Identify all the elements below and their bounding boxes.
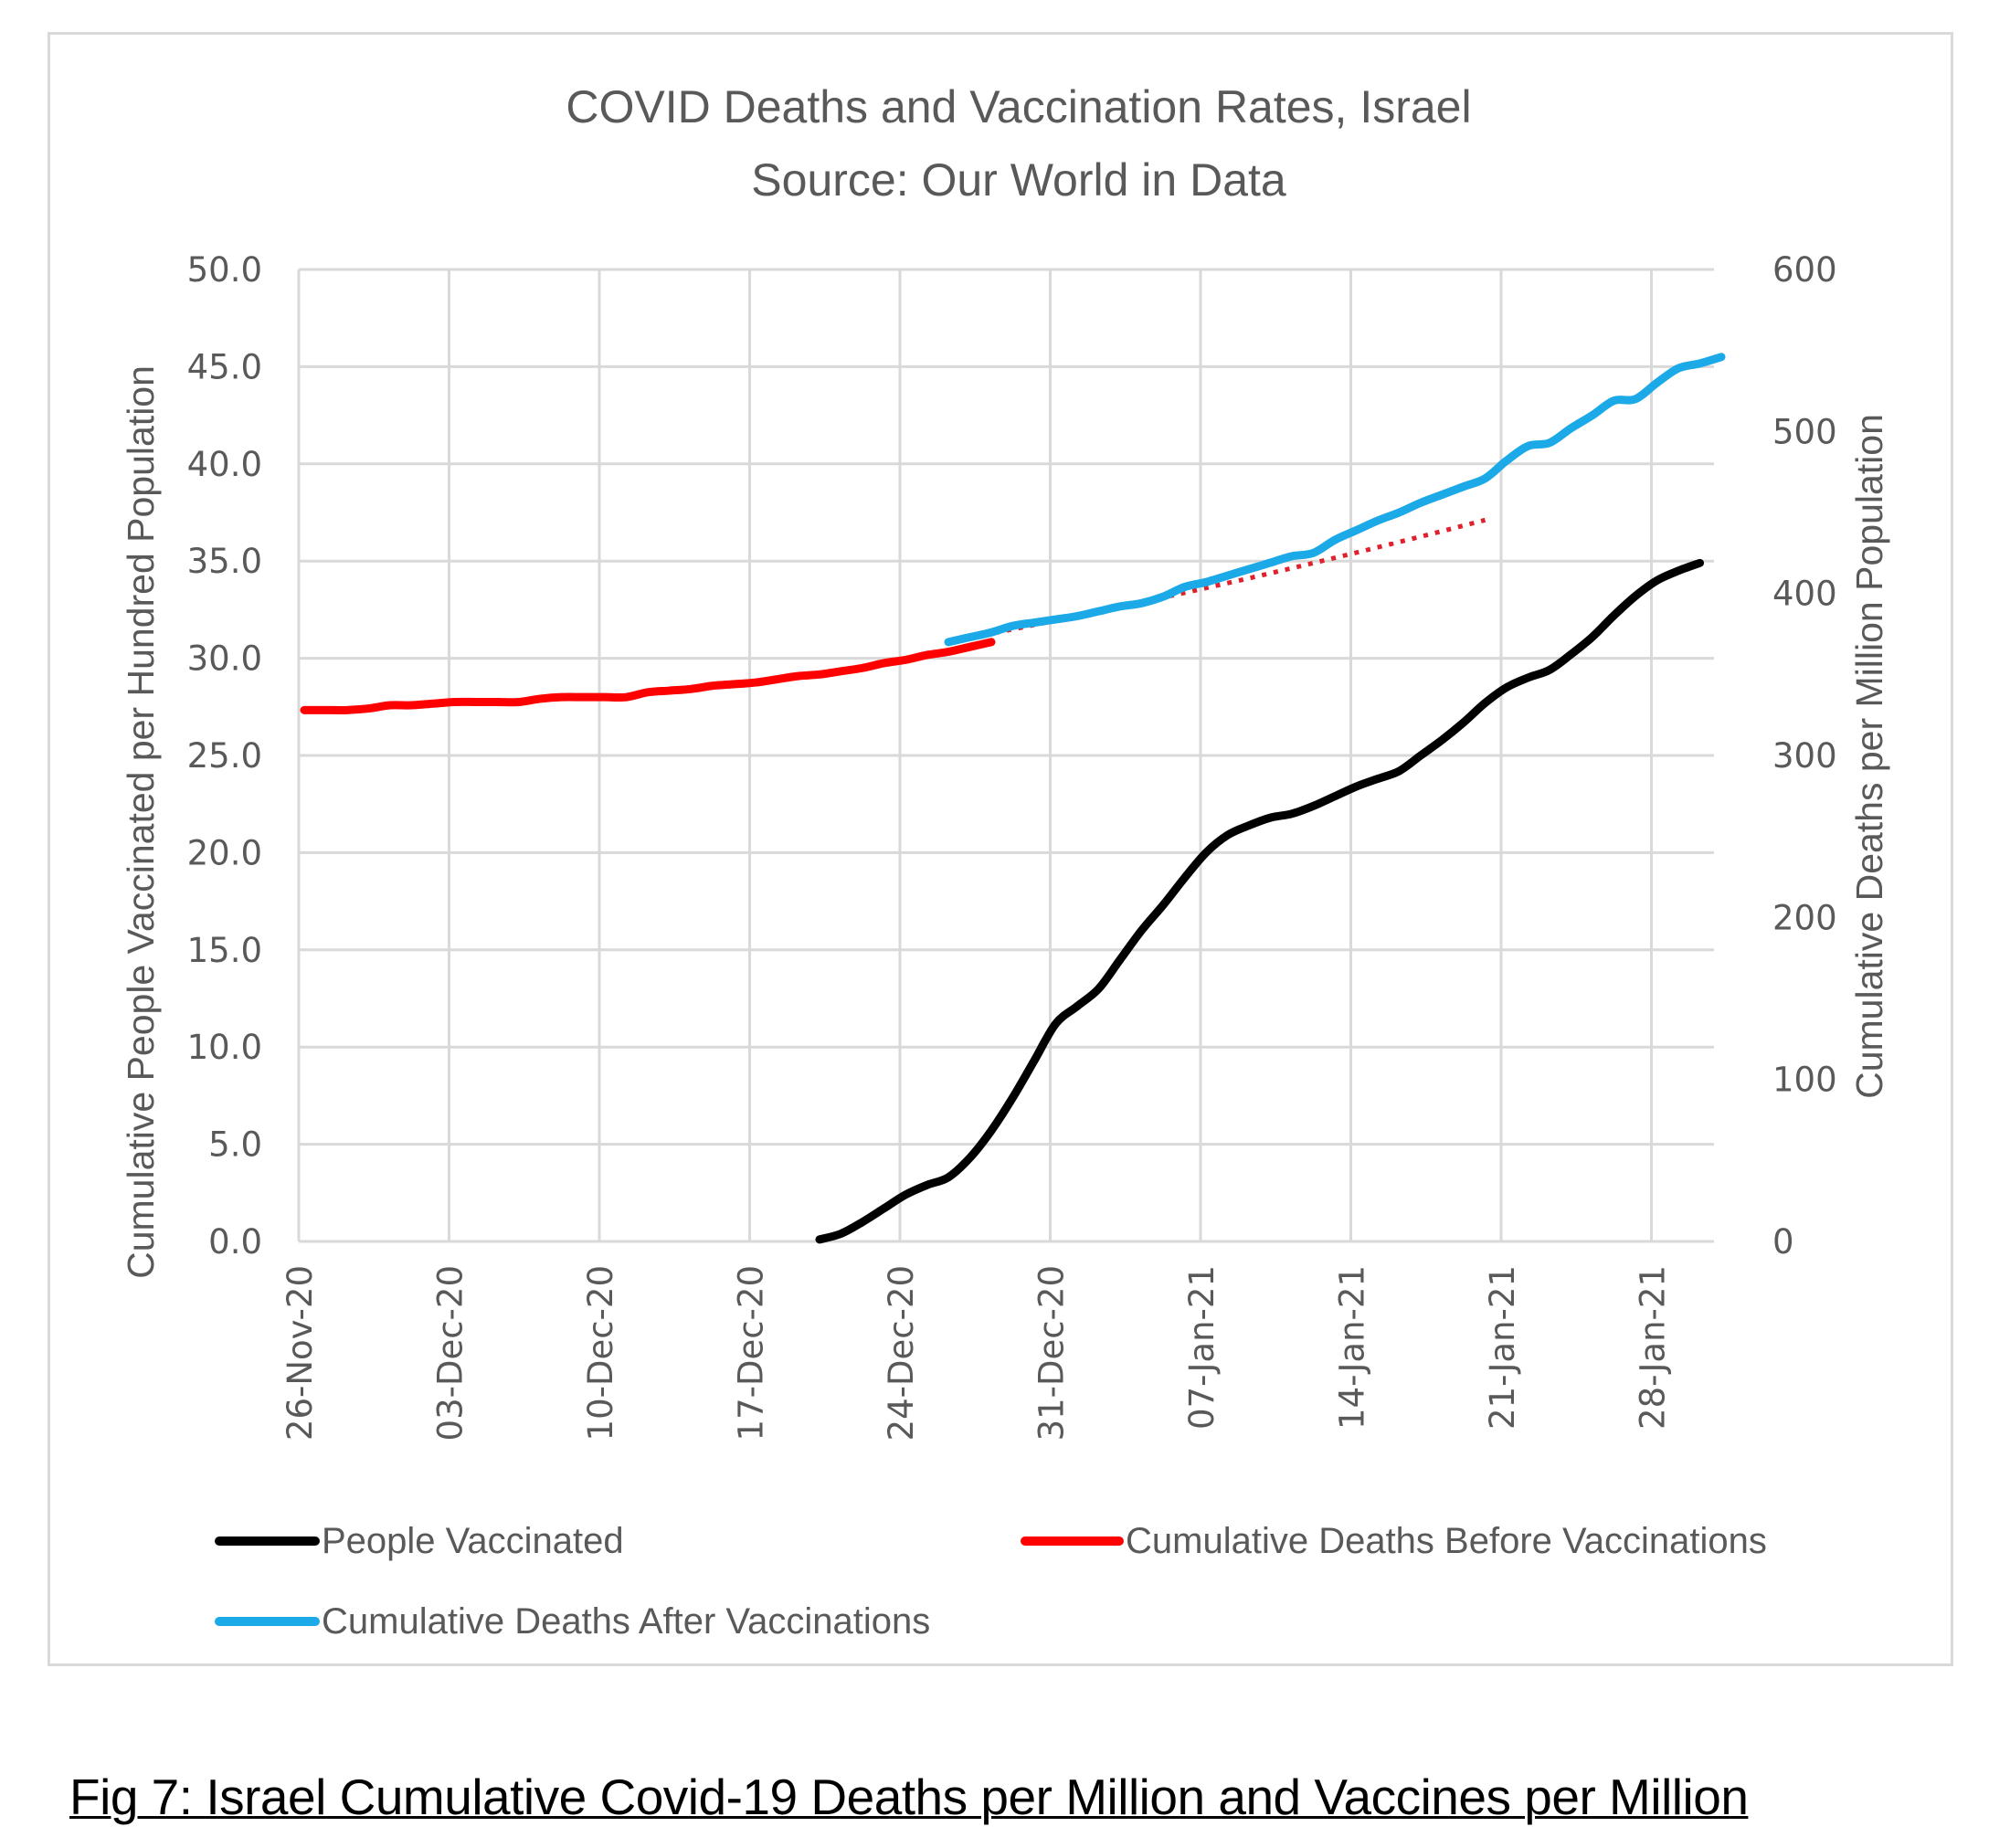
x-tick-label: 24-Dec-20: [882, 1265, 921, 1441]
legend-item-people-vaccinated: People Vaccinated: [215, 1521, 624, 1561]
y2-tick-label: 500: [1772, 412, 1837, 451]
y2-tick-label: 400: [1772, 575, 1837, 614]
series-cumulative-deaths-after-vaccinations: [944, 353, 1726, 647]
legend-label: Cumulative Deaths After Vaccinations: [322, 1601, 930, 1642]
y-tick-label: 45.0: [187, 347, 262, 386]
y-axis-left-ticks: 0.0 5.0 10.0 15.0 20.0 25.0 30.0 35.0 40.0 45.0 50…: [187, 250, 262, 1262]
y-tick-label: 30.0: [187, 639, 262, 679]
y-axis-left-title: Cumulative People Vaccinated per Hundred…: [120, 365, 162, 1279]
legend: People Vaccinated Cumulative Deaths Befo…: [215, 1521, 1767, 1642]
x-tick-label: 10-Dec-20: [581, 1265, 620, 1441]
chart-title: COVID Deaths and Vaccination Rates, Isra…: [566, 81, 1471, 132]
y-tick-label: 20.0: [187, 833, 262, 872]
series-people-vaccinated: [815, 558, 1704, 1244]
y-tick-label: 40.0: [187, 445, 262, 484]
x-tick-label: 17-Dec-20: [732, 1265, 771, 1441]
chart: COVID Deaths and Vaccination Rates, Isra…: [120, 81, 1890, 1642]
x-tick-label: 21-Jan-21: [1483, 1265, 1522, 1430]
x-tick-label: 26-Nov-20: [280, 1265, 320, 1441]
y-tick-label: 5.0: [208, 1125, 262, 1165]
x-axis-ticks: 26-Nov-20 03-Dec-20 10-Dec-20 17-Dec-20 24-D…: [280, 1265, 1673, 1441]
chart-subtitle: Source: Our World in Data: [751, 154, 1286, 206]
legend-label: People Vaccinated: [322, 1521, 624, 1561]
x-tick-label: 28-Jan-21: [1634, 1265, 1673, 1430]
y-axis-right-title: Cumulative Deaths per Million Population: [1848, 414, 1890, 1099]
y-tick-label: 35.0: [187, 542, 262, 581]
x-tick-label: 14-Jan-21: [1333, 1265, 1372, 1430]
legend-item-deaths-before: Cumulative Deaths Before Vaccinations: [1021, 1521, 1767, 1561]
gridlines: [297, 268, 1714, 1243]
y-tick-label: 25.0: [187, 736, 262, 776]
series-trend-deaths-before-vaccinations: [947, 517, 1486, 645]
y-tick-label: 0.0: [208, 1222, 262, 1262]
y2-tick-label: 300: [1772, 736, 1837, 776]
y-tick-label: 15.0: [187, 931, 262, 970]
figure-caption: Fig 7: Israel Cumulative Covid-19 Deaths…: [69, 1769, 1749, 1825]
y2-tick-label: 200: [1772, 898, 1837, 937]
y2-tick-label: 0: [1772, 1222, 1794, 1262]
legend-label: Cumulative Deaths Before Vaccinations: [1126, 1521, 1767, 1561]
x-tick-label: 31-Dec-20: [1032, 1265, 1072, 1441]
y2-tick-label: 600: [1772, 250, 1837, 290]
y-axis-right-ticks: 0 100 200 300 400 500 600: [1772, 250, 1837, 1262]
chart-frame: [48, 32, 1953, 1666]
series-cumulative-deaths-before-vaccinations: [300, 638, 996, 714]
legend-item-deaths-after: Cumulative Deaths After Vaccinations: [215, 1601, 930, 1642]
series-layer: [300, 353, 1726, 1244]
x-tick-label: 07-Jan-21: [1182, 1265, 1222, 1430]
y-tick-label: 50.0: [187, 250, 262, 290]
y-tick-label: 10.0: [187, 1028, 262, 1067]
y2-tick-label: 100: [1772, 1061, 1837, 1100]
x-tick-label: 03-Dec-20: [431, 1265, 471, 1441]
